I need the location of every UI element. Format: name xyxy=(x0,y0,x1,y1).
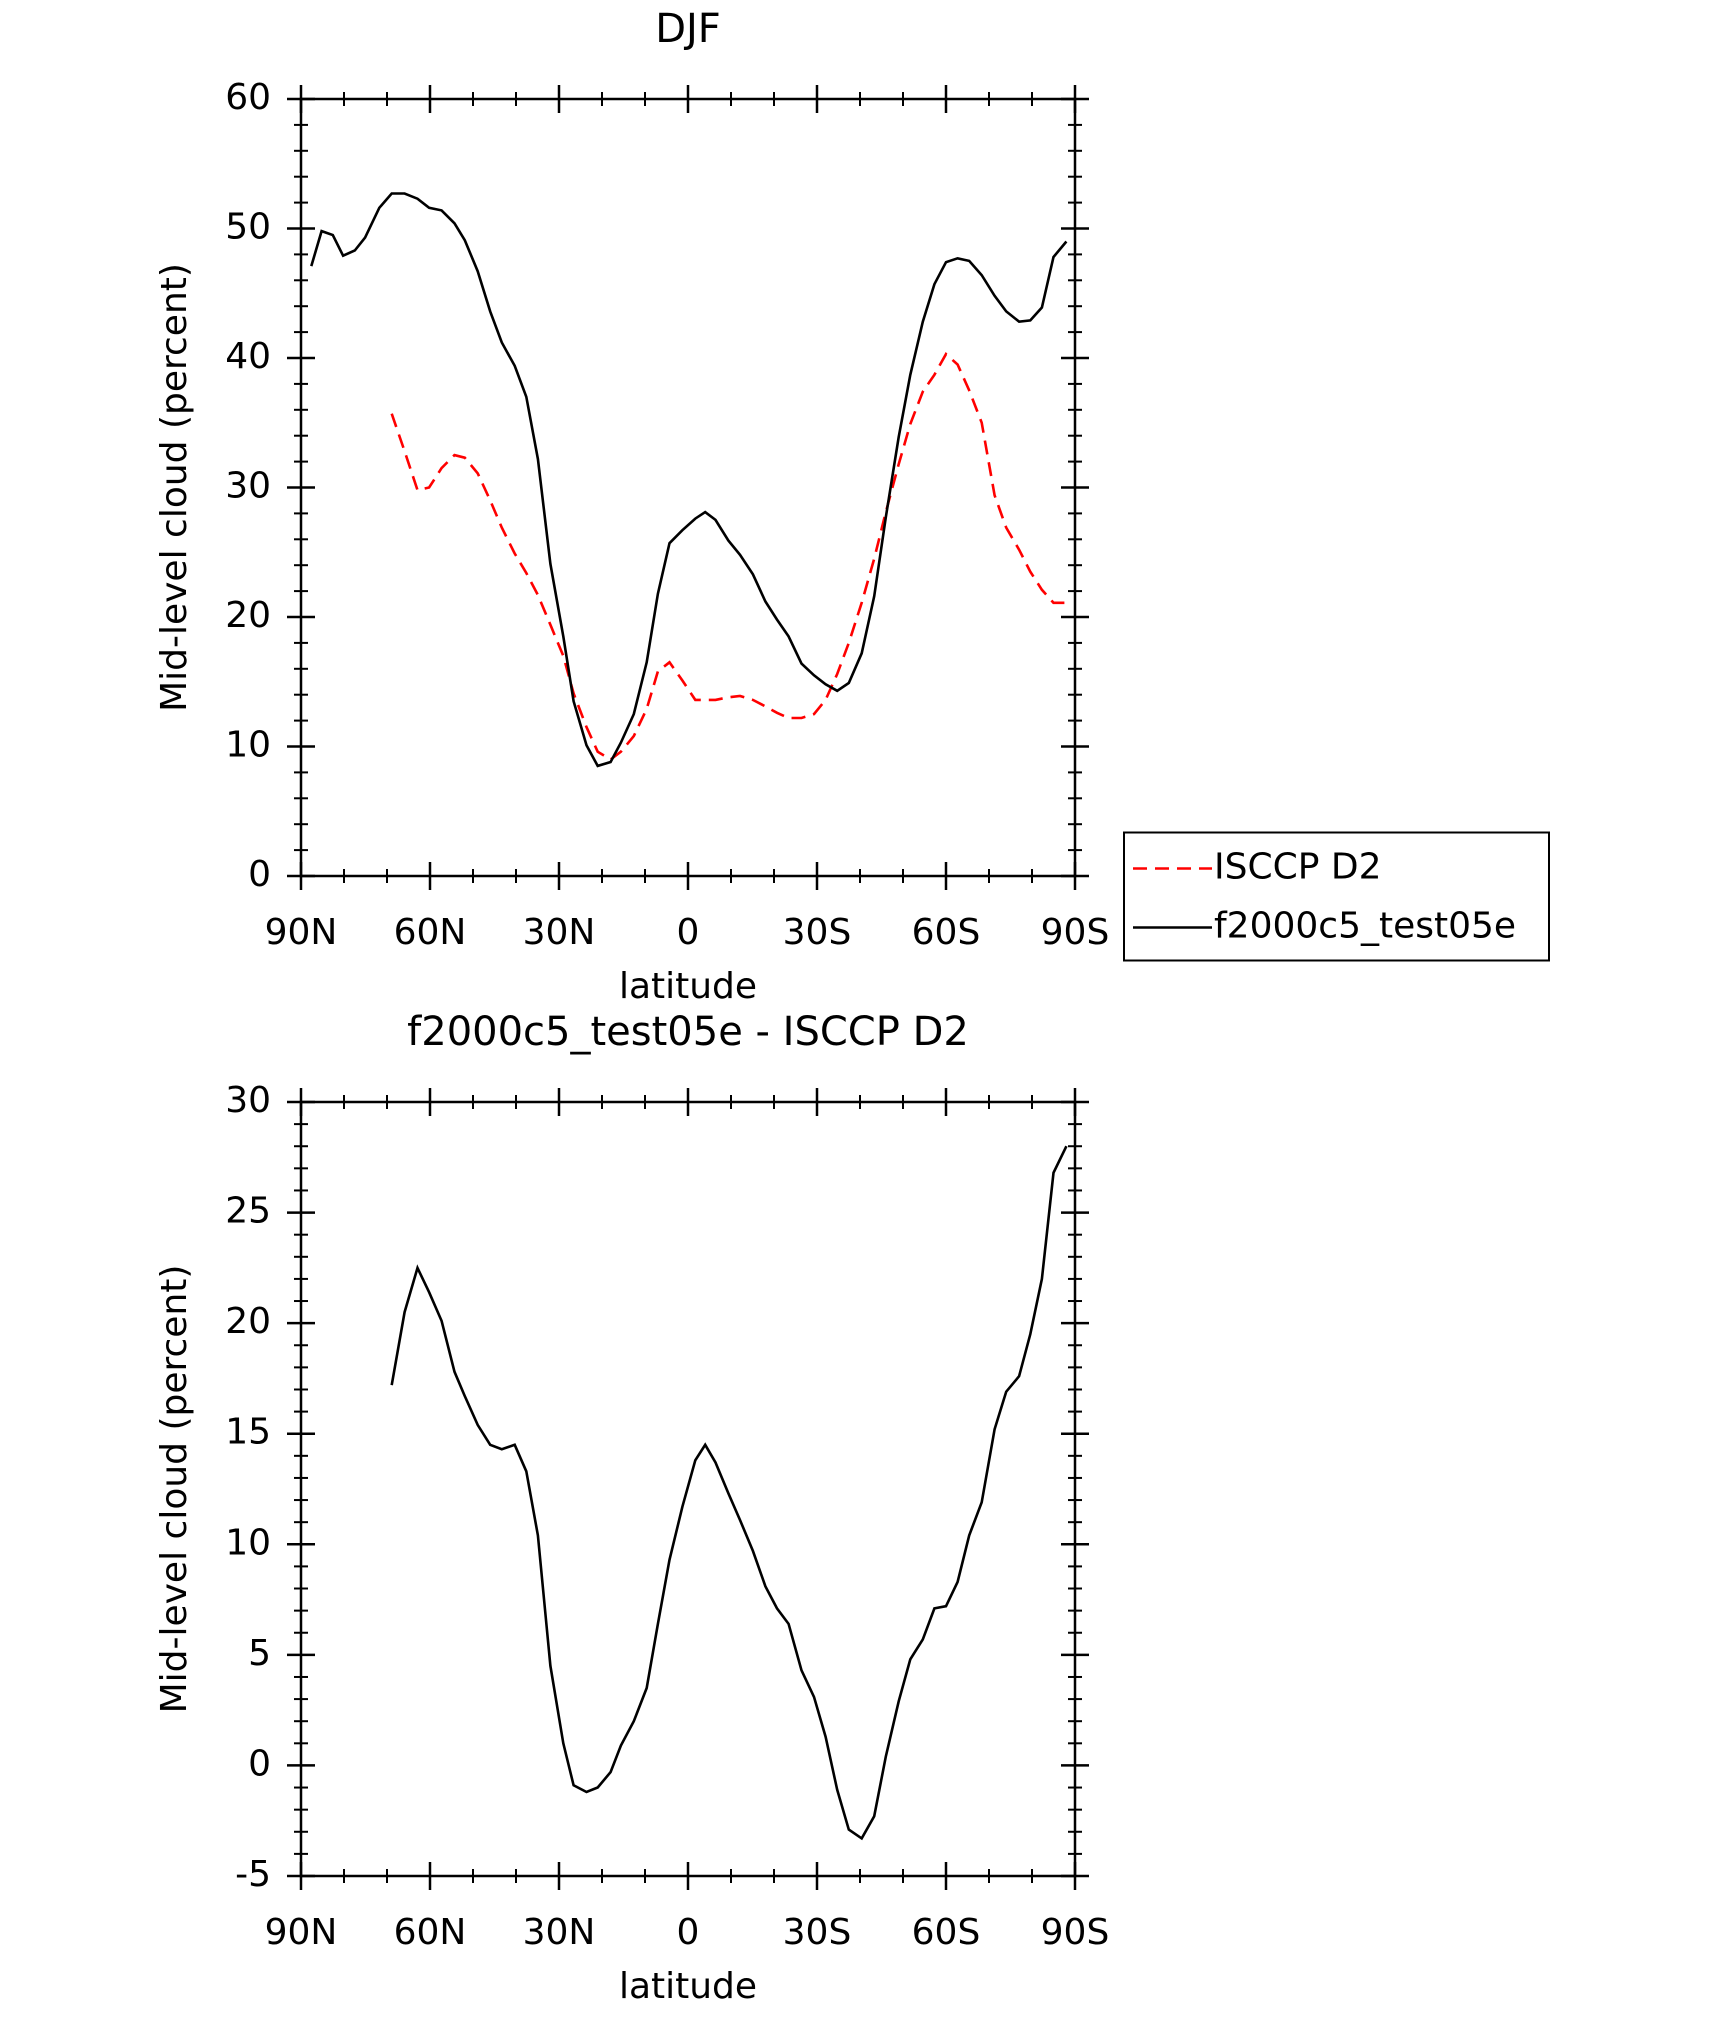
data-line xyxy=(390,352,1067,762)
x-tick-label: 0 xyxy=(677,912,700,953)
y-tick-label: 20 xyxy=(225,1301,271,1342)
y-tick-label: 20 xyxy=(225,595,271,636)
y-tick-label: 25 xyxy=(225,1191,271,1232)
x-tick-label: 90N xyxy=(265,1912,338,1953)
data-line xyxy=(310,192,1068,768)
x-tick-label: 60S xyxy=(912,1912,981,1953)
x-tick-label: 60N xyxy=(394,912,467,953)
x-tick-label: 30S xyxy=(783,912,852,953)
y-tick-label: 60 xyxy=(225,77,271,118)
y-tick-label: -5 xyxy=(235,1854,271,1895)
x-tick-label: 60N xyxy=(394,1912,467,1953)
x-tick-label: 30S xyxy=(783,1912,852,1953)
chart-title: f2000c5_test05e - ISCCP D2 xyxy=(407,1009,969,1055)
x-tick-label: 30N xyxy=(523,1912,596,1953)
legend-label: f2000c5_test05e xyxy=(1214,906,1516,947)
data-line xyxy=(390,1145,1068,1841)
x-tick-label: 90S xyxy=(1041,912,1110,953)
y-tick-label: 30 xyxy=(225,1080,271,1121)
y-tick-label: 30 xyxy=(225,466,271,507)
y-tick-label: 5 xyxy=(248,1633,271,1674)
x-axis-label: latitude xyxy=(619,966,757,1007)
legend-label: ISCCP D2 xyxy=(1214,847,1382,888)
y-tick-label: 0 xyxy=(248,1743,271,1784)
x-tick-label: 60S xyxy=(912,912,981,953)
legend-box xyxy=(1123,831,1550,962)
y-axis-label: Mid-level cloud (percent) xyxy=(154,263,195,712)
y-axis-label: Mid-level cloud (percent) xyxy=(154,1265,195,1714)
chart-title: DJF xyxy=(655,6,721,52)
y-tick-label: 10 xyxy=(225,1522,271,1563)
y-tick-label: 0 xyxy=(248,854,271,895)
y-tick-label: 50 xyxy=(225,207,271,248)
y-tick-label: 40 xyxy=(225,336,271,377)
y-tick-label: 10 xyxy=(225,725,271,766)
y-tick-label: 15 xyxy=(225,1412,271,1453)
x-tick-label: 90S xyxy=(1041,1912,1110,1953)
x-tick-label: 0 xyxy=(677,1912,700,1953)
x-axis-label: latitude xyxy=(619,1966,757,2007)
x-tick-label: 90N xyxy=(265,912,338,953)
x-tick-label: 30N xyxy=(523,912,596,953)
